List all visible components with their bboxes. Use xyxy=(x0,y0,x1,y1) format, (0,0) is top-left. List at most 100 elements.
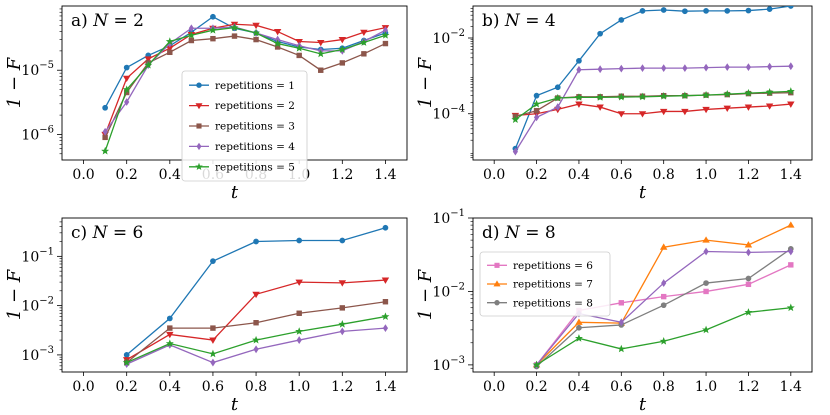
data-point xyxy=(122,85,131,93)
data-point xyxy=(102,127,108,136)
data-point xyxy=(744,308,753,316)
legend-marker xyxy=(195,103,203,110)
y-axis-label: 1 − F xyxy=(415,268,436,320)
y-tick-exponent: −1 xyxy=(450,208,465,219)
data-point xyxy=(382,299,389,305)
legend-label: repetitions = 5 xyxy=(215,161,295,173)
data-point xyxy=(554,84,561,91)
x-tick-label: 1.2 xyxy=(331,379,353,395)
data-point xyxy=(702,106,710,114)
data-point xyxy=(575,318,583,325)
axes-frame xyxy=(472,5,813,161)
data-point xyxy=(253,36,259,43)
series-line xyxy=(126,301,386,364)
data-point xyxy=(723,105,731,112)
data-point xyxy=(316,49,325,58)
data-point xyxy=(660,293,667,300)
legend-entry: repetitions = 5 xyxy=(189,161,295,173)
data-point xyxy=(210,358,216,367)
x-tick-label: 0.4 xyxy=(159,167,181,183)
data-point xyxy=(702,325,711,334)
data-point xyxy=(102,104,108,111)
series-3 xyxy=(123,299,389,366)
y-tick-label: 10−1 xyxy=(432,208,465,227)
data-point xyxy=(767,62,773,71)
data-point xyxy=(638,111,647,118)
data-point xyxy=(317,39,325,47)
data-point xyxy=(617,111,626,118)
data-point xyxy=(659,243,668,250)
legend-label: repetitions = 8 xyxy=(513,297,593,309)
panel-title: a) N = 2 xyxy=(71,11,144,31)
series-line xyxy=(104,27,386,152)
data-point xyxy=(574,334,583,342)
panel-variable: N xyxy=(92,223,109,243)
y-tick-label: 10−2 xyxy=(432,28,465,47)
data-point xyxy=(745,248,752,257)
data-point xyxy=(618,17,625,23)
data-point xyxy=(659,108,668,116)
data-point xyxy=(553,93,562,102)
data-point xyxy=(252,335,261,344)
chart-panel-3: 0.0 0.2 0.4 0.6 0.8 1.0 1.2 1.410−310−210−1t1 −… xyxy=(4,217,408,415)
series-line xyxy=(126,227,386,356)
data-point xyxy=(661,64,667,73)
panel-value: = 6 xyxy=(107,223,143,243)
data-point xyxy=(787,101,795,108)
series-4 xyxy=(512,62,794,156)
series-line xyxy=(104,23,386,135)
panel-title: b) N = 4 xyxy=(482,11,556,31)
y-tick-exponent: −6 xyxy=(39,124,54,135)
x-tick-label: 0.8 xyxy=(653,379,675,395)
panel-title: c) N = 6 xyxy=(71,223,143,243)
x-tick-label: 0.8 xyxy=(653,167,675,183)
data-point xyxy=(787,6,794,9)
series-line xyxy=(514,65,791,152)
y-tick-base: 10 xyxy=(432,284,450,300)
x-tick-label: 1.4 xyxy=(780,167,802,183)
y-tick-base: 10 xyxy=(21,63,39,79)
legend-marker xyxy=(493,280,501,287)
data-point xyxy=(381,31,390,39)
data-point xyxy=(382,324,389,332)
x-tick-label: 1.0 xyxy=(288,379,310,395)
x-tick-label: 1.4 xyxy=(780,379,802,395)
legend-label: repetitions = 6 xyxy=(513,260,593,272)
data-point xyxy=(167,325,173,331)
legend-entry: repetitions = 6 xyxy=(487,260,593,272)
data-point xyxy=(123,64,130,71)
data-point xyxy=(231,33,238,39)
x-tick-label: 1.4 xyxy=(374,379,396,395)
panel-label: d) xyxy=(482,223,500,243)
series-3 xyxy=(102,33,389,141)
series-line xyxy=(514,90,791,121)
data-point xyxy=(703,288,709,295)
y-tick-base: 10 xyxy=(432,107,450,123)
y-tick-base: 10 xyxy=(21,127,39,143)
legend-marker xyxy=(196,142,202,151)
y-tick-label: 10−6 xyxy=(21,124,54,143)
x-axis-label: t xyxy=(639,182,647,203)
data-point xyxy=(339,327,345,336)
data-point xyxy=(122,75,131,83)
data-point xyxy=(788,262,794,268)
panel-variable: N xyxy=(504,223,521,243)
y-tick-label: 10−5 xyxy=(21,60,54,79)
legend-marker xyxy=(195,162,203,171)
legend-entry: repetitions = 7 xyxy=(487,279,593,291)
data-point xyxy=(661,279,667,287)
data-point xyxy=(617,344,626,353)
data-point xyxy=(208,349,217,358)
data-point xyxy=(252,28,261,37)
data-point xyxy=(253,345,259,354)
data-point xyxy=(512,147,518,156)
series-1 xyxy=(512,6,794,152)
panel-label: a) xyxy=(71,11,88,31)
data-point xyxy=(188,37,195,44)
data-point xyxy=(596,104,604,111)
y-tick-label: 10−3 xyxy=(21,345,54,364)
data-point xyxy=(210,325,216,331)
legend: repetitions = 6 repetitions = 7 repetition… xyxy=(479,251,611,317)
panel-variable: N xyxy=(504,11,521,31)
